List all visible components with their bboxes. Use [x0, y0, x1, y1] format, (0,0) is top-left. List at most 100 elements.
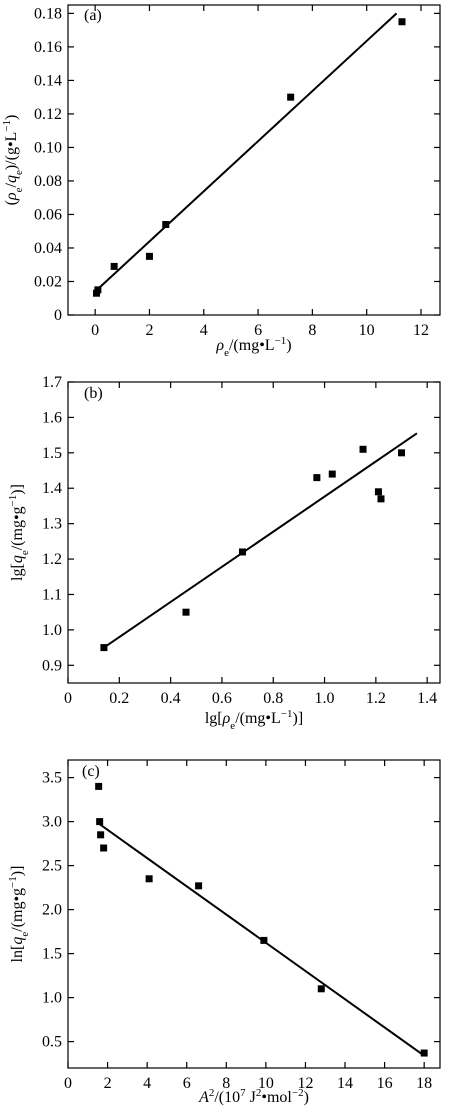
axis-label-part: −1: [1, 120, 13, 132]
data-point: [328, 470, 336, 478]
y-tick-label: 1.3: [42, 516, 62, 533]
data-point: [100, 644, 108, 652]
y-tick-label: 0.14: [34, 72, 62, 89]
axis-label-part: e: [230, 720, 235, 732]
axis-label-part: e: [224, 347, 229, 359]
fit-line: [100, 432, 418, 651]
x-tick-label: 0.8: [263, 690, 283, 707]
axis-label-part: e: [19, 932, 31, 937]
axis-label-part: e: [13, 187, 25, 192]
x-tick-label: 2: [104, 1075, 112, 1092]
axis-label-part: 2: [256, 1087, 262, 1099]
data-point: [398, 449, 406, 457]
plot-frame: [67, 4, 441, 316]
axis-label-part: ρ: [215, 337, 224, 354]
x-tick-label: 12: [413, 322, 429, 339]
y-tick-label: 0.02: [34, 273, 62, 290]
y-tick-label: 0.12: [34, 106, 62, 123]
x-tick-label: 14: [337, 1075, 353, 1092]
data-point: [96, 818, 104, 826]
chart-panel-a: 0 2 4 6 8 10 12 0 0.02 0.04 0.06 0.08 0.10 0.12 0.14 0.…: [1, 4, 441, 359]
axis-label-part: q: [9, 555, 26, 563]
axis-label-part: −1: [7, 876, 19, 888]
x-tick-label: 2: [145, 322, 153, 339]
y-tick-label: 0.06: [34, 206, 62, 223]
panel-tag: (c): [82, 763, 100, 780]
axis-label-part: lg[: [9, 563, 26, 581]
y-tick-label: 2.0: [42, 902, 62, 919]
axis-label-part: /: [3, 182, 20, 187]
axis-label-part: −2: [292, 1087, 304, 1099]
axis-label-part: /(mg•L: [235, 710, 281, 727]
axis-label-part: −1: [275, 335, 287, 347]
x-tick-label: 18: [416, 1075, 432, 1092]
x-tick-label: 10: [258, 1075, 274, 1092]
y-tick-label: 1.2: [42, 551, 62, 568]
y-tick-label: 1.6: [42, 409, 62, 426]
axis-label-part: e: [19, 550, 31, 555]
axis-label-part: )]: [293, 710, 304, 727]
y-tick-label: 1.4: [42, 480, 62, 497]
y-tick-label: 1.1: [42, 586, 62, 603]
plot-frame: [67, 381, 441, 684]
y-tick-label: 1.7: [42, 374, 62, 391]
y-tick-label: 0.9: [42, 657, 62, 674]
y-tick-label: 3.5: [42, 770, 62, 787]
axis-label-part: ρ: [3, 192, 20, 201]
y-tick-label: 3.0: [42, 814, 62, 831]
data-point: [145, 252, 153, 260]
axis-label-part: e: [13, 170, 25, 175]
data-point: [260, 936, 268, 944]
y-tick-label: 0.04: [34, 240, 62, 257]
chart-panel-c: 0 2 4 6 8 10 12 14 16 18 0.5 1.0 1.5 2.0 2.5 3.0 3.5 (c) A…: [7, 759, 441, 1106]
axis-label-part: •mol: [261, 1089, 292, 1106]
x-tick-label: 0: [64, 690, 72, 707]
y-tick-label: 0.10: [34, 139, 62, 156]
axis-label-part: )]: [9, 866, 26, 877]
x-tick-label: 1.2: [366, 690, 386, 707]
axis-label-part: lg[: [205, 710, 223, 727]
y-tick-label: 0.18: [34, 5, 62, 22]
x-tick-label: 16: [377, 1075, 393, 1092]
data-point: [359, 445, 367, 453]
axis-label-part: 7: [240, 1087, 246, 1099]
data-point: [317, 985, 325, 993]
data-point: [97, 831, 105, 839]
y-tick-label: 0.5: [42, 1034, 62, 1051]
data-point: [398, 18, 406, 26]
axis-label-part: ): [304, 1089, 309, 1106]
data-point: [100, 844, 108, 852]
data-point: [95, 782, 103, 790]
x-axis-title: lg[ρe/(mg•L−1)]: [205, 708, 303, 732]
x-tick-label: 4: [200, 322, 208, 339]
data-point: [195, 882, 203, 890]
y-tick-label: 2.5: [42, 858, 62, 875]
y-tick-label: 1.0: [42, 622, 62, 639]
axis-label-part: A: [198, 1089, 209, 1106]
x-tick-label: 0.2: [109, 690, 129, 707]
fit-line: [94, 12, 398, 293]
y-axis-title: lg[qe/(mg•g−1)]: [7, 484, 31, 581]
x-tick-label: 12: [297, 1075, 313, 1092]
y-tick-label: 1.5: [42, 445, 62, 462]
data-point: [94, 286, 102, 294]
x-tick-label: 0: [91, 322, 99, 339]
axis-label-part: q: [9, 937, 26, 945]
y-tick-label: 0.08: [34, 173, 62, 190]
axis-label-part: ): [3, 115, 20, 120]
y-tick-label: 1.0: [42, 990, 62, 1007]
data-point: [313, 474, 321, 482]
y-tick-label: 0: [54, 307, 62, 324]
axis-label-part: −1: [281, 708, 293, 720]
axis-label-part: ): [286, 337, 291, 354]
data-point: [287, 93, 295, 101]
plot-frame: [67, 759, 441, 1069]
x-tick-label: 1.4: [417, 690, 437, 707]
axis-label-part: /(mg•g: [9, 506, 26, 550]
y-tick-label: 0.16: [34, 39, 62, 56]
data-point: [374, 488, 382, 496]
axis-label-part: )]: [9, 484, 26, 495]
data-point: [145, 875, 153, 883]
x-axis-title: A2/(107 J2•mol−2): [198, 1087, 309, 1106]
